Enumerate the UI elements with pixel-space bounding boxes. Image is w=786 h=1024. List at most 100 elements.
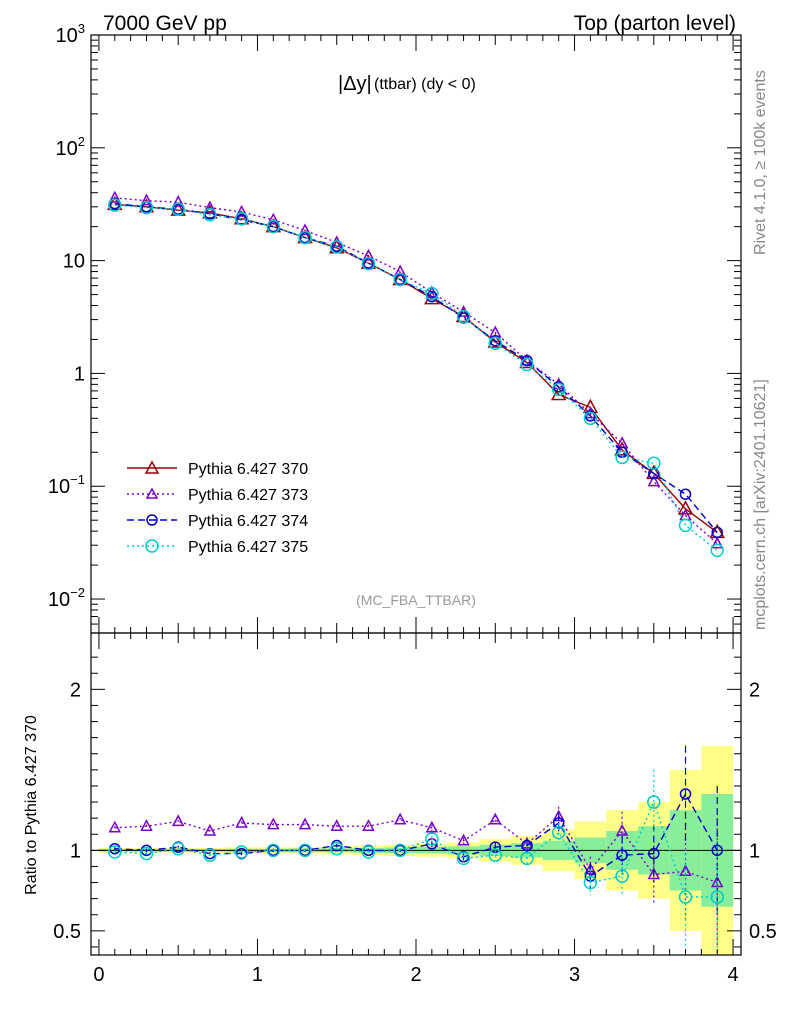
main-point-3-19 [710, 543, 724, 558]
main-point-0-4 [233, 210, 250, 225]
xtick-label-1: 1 [252, 964, 263, 986]
analysis-label: (MC_FBA_TTBAR) [356, 592, 476, 608]
ratio-point-0-6 [298, 817, 312, 830]
ratio-point-0-10 [425, 820, 439, 833]
rivet-label: Rivet 4.1.0, ≥ 100k events [752, 70, 769, 255]
ratio-ytick-label-left-0: 0.5 [53, 921, 81, 943]
main-point-3-12 [488, 336, 503, 351]
main-ytick-label-1: 10−1 [48, 472, 85, 498]
main-point-3-15 [583, 411, 598, 426]
main-point-2-19 [711, 526, 723, 539]
main-point-2-9 [394, 273, 406, 286]
ratio-point-2-3 [203, 848, 217, 862]
legend-label-375: Pythia 6.427 375 [188, 539, 308, 556]
main-point-3-10 [425, 286, 439, 301]
ratio-point-2-16 [615, 869, 629, 883]
ratio-ytick-label-right-0: 0.5 [749, 921, 777, 943]
ratio-plot [91, 745, 741, 955]
ratio-y-label: Ratio to Pythia 6.427 370 [23, 715, 40, 895]
main-point-1-17 [647, 474, 661, 487]
main-point-1-5 [267, 212, 280, 225]
ratio-point-1-17 [648, 847, 660, 860]
main-point-1-6 [298, 223, 312, 236]
main-ytick-label-2: 1 [74, 363, 85, 385]
legend-entry-373: Pythia 6.427 373 [127, 487, 308, 504]
legend-marker-375 [145, 539, 159, 553]
ratio-point-2-9 [393, 843, 407, 858]
ratio-point-0-14 [552, 809, 565, 822]
main-point-3-0 [108, 198, 122, 212]
ratio-point-2-17 [647, 795, 661, 809]
main-ytick-label-5: 103 [56, 21, 85, 47]
legend-entry-374: Pythia 6.427 374 [127, 513, 308, 530]
main-point-0-14 [550, 385, 567, 401]
main-point-1-0 [108, 190, 122, 203]
ratio-point-0-4 [235, 815, 248, 828]
legend-marker-370 [144, 460, 160, 474]
ratio-ytick-label-left-1: 1 [70, 840, 81, 862]
ratio-point-0-7 [330, 819, 343, 831]
main-point-3-9 [393, 272, 407, 287]
ratio-point-2-0 [108, 845, 122, 859]
main-point-1-8 [362, 248, 375, 261]
ratio-point-0-2 [171, 814, 185, 827]
legend-label-374: Pythia 6.427 374 [188, 513, 308, 530]
ratio-ytick-label-right-2: 2 [749, 679, 760, 701]
main-point-1-3 [203, 200, 217, 213]
main-series-line-1 [114, 197, 718, 545]
main-ytick-label-3: 10 [63, 251, 85, 273]
main-point-1-4 [235, 204, 248, 217]
main-ytick-label-4: 102 [56, 134, 85, 160]
main-point-3-2 [171, 202, 185, 217]
main-point-0-10 [424, 290, 440, 305]
ratio-point-2-15 [583, 875, 598, 890]
ratio-point-2-6 [298, 843, 312, 858]
main-point-3-16 [615, 450, 629, 465]
main-point-3-5 [266, 219, 281, 234]
ratio-point-0-0 [108, 820, 122, 833]
ratio-ytick-label-left-2: 2 [70, 679, 81, 701]
ratio-point-2-5 [266, 843, 281, 858]
header-left: 7000 GeV pp [103, 12, 227, 35]
legend-entry-375: Pythia 6.427 375 [127, 539, 308, 556]
ratio-point-0-15 [584, 862, 597, 875]
mcplots-label: mcplots.cern.ch [arXiv:2401.10621] [752, 379, 769, 630]
ratio-point-0-3 [203, 823, 217, 836]
ratio-point-2-11 [456, 851, 471, 866]
header-right: Top (parton level) [574, 12, 736, 35]
ratio-point-2-2 [171, 841, 185, 856]
main-point-0-18 [677, 500, 694, 515]
main-point-0-12 [487, 333, 504, 348]
xtick-label-0: 0 [93, 964, 104, 986]
main-series-line-2 [114, 202, 718, 533]
legend-entry-370: Pythia 6.427 370 [127, 460, 308, 478]
ratio-point-0-16 [615, 823, 629, 836]
ratio-point-2-8 [361, 845, 376, 859]
main-point-3-11 [456, 309, 471, 324]
ratio-point-0-8 [362, 819, 375, 831]
ratio-point-2-7 [329, 841, 344, 856]
main-point-3-8 [361, 256, 376, 271]
ratio-point-0-5 [267, 817, 280, 830]
ratio-point-1-5 [267, 844, 280, 857]
ratio-point-2-1 [139, 846, 154, 861]
legend-label-373: Pythia 6.427 373 [188, 487, 308, 504]
legend-label-370: Pythia 6.427 370 [188, 461, 308, 478]
legend-marker-374 [146, 514, 158, 526]
main-point-1-1 [140, 193, 153, 206]
ratio-point-1-18 [679, 788, 692, 800]
main-point-3-18 [678, 518, 693, 533]
ratio-point-2-19 [710, 890, 724, 904]
ratio-series-line-0 [114, 815, 718, 884]
ratio-point-2-13 [520, 851, 534, 866]
ratio-point-2-14 [551, 825, 566, 840]
ratio-point-1-16 [616, 849, 628, 861]
legend-marker-373 [145, 487, 159, 499]
main-point-2-2 [172, 203, 184, 216]
ratio-point-0-17 [647, 867, 661, 880]
main-point-3-14 [551, 382, 566, 397]
main-point-1-19 [710, 536, 724, 549]
plot-title-sub: (ttbar) (dy < 0) [374, 76, 476, 93]
ratio-point-0-12 [489, 812, 502, 825]
